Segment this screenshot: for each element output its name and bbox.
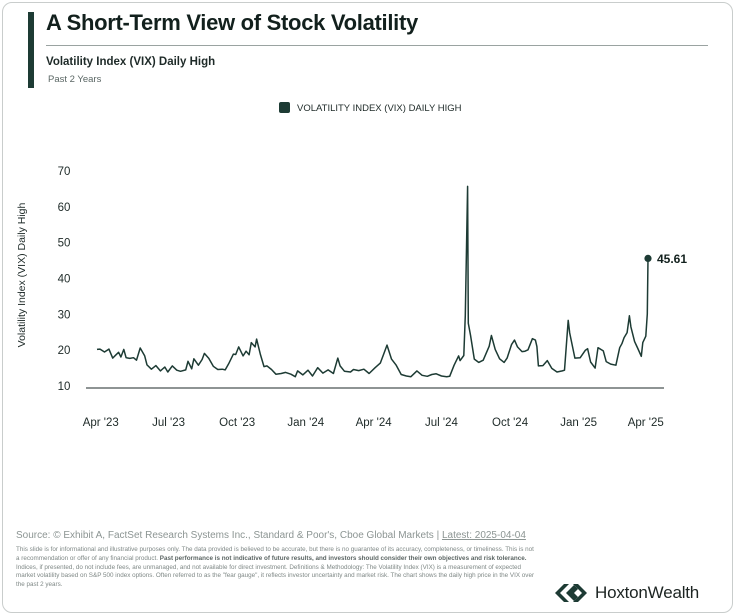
y-axis-label: Volatility Index (VIX) Daily High: [16, 202, 28, 347]
x-tick-label: Jan '25: [560, 417, 597, 429]
disclaimer-part-1: This slide is for informational and illu…: [16, 546, 534, 562]
x-tick-label: Apr '24: [356, 417, 393, 429]
y-tick-label: 10: [58, 381, 71, 393]
y-tick-label: 20: [58, 345, 71, 357]
x-tick-label: Oct '23: [219, 417, 255, 429]
brand-logo: HoxtonWealth: [554, 582, 699, 604]
disclaimer-part-2: Indices, if presented, do not include fe…: [16, 563, 535, 589]
y-axis: Volatility Index (VIX) Daily High 10 20 30 4…: [16, 166, 70, 393]
disclaimer-bold: Past performance is not indicative of fu…: [159, 554, 527, 562]
legend-swatch: [279, 102, 290, 113]
hoxton-chevron-logo-icon: [555, 584, 587, 602]
chart-period: Past 2 Years: [48, 74, 102, 85]
legend: VOLATILITY INDEX (VIX) DAILY HIGH: [279, 102, 462, 114]
x-tick-label: Jul '23: [152, 417, 185, 429]
latest-value-point: [644, 254, 652, 262]
y-tick-label: 50: [58, 238, 71, 250]
source-line: Source: © Exhibit A, FactSet Research Sy…: [16, 530, 536, 541]
chart-subtitle: Volatility Index (VIX) Daily High: [46, 56, 216, 68]
x-tick-label: Apr '25: [628, 417, 664, 429]
legend-label: VOLATILITY INDEX (VIX) DAILY HIGH: [297, 103, 462, 114]
page-title: A Short-Term View of Stock Volatility: [46, 10, 418, 35]
y-tick-label: 40: [58, 274, 71, 286]
title-divider: [46, 45, 708, 46]
source-text: Source: © Exhibit A, FactSet Research Sy…: [16, 530, 442, 541]
x-tick-label: Apr '23: [83, 417, 119, 429]
accent-bar: [28, 12, 34, 88]
plot-area: 45.61: [96, 185, 687, 378]
vix-series-line: [96, 185, 649, 378]
y-tick-label: 70: [58, 166, 71, 178]
y-tick-label: 30: [58, 309, 71, 321]
x-tick-label: Jul '24: [425, 417, 458, 429]
x-tick-label: Oct '24: [492, 417, 529, 429]
x-tick-label: Jan '24: [287, 417, 324, 429]
brand-name: HoxtonWealth: [595, 583, 700, 602]
disclaimer: This slide is for informational and illu…: [16, 546, 536, 590]
latest-value-label: 45.61: [657, 252, 687, 266]
y-tick-label: 60: [58, 202, 71, 214]
latest-date-link[interactable]: Latest: 2025-04-04: [441, 530, 526, 541]
x-axis: Apr '23 Jul '23 Oct '23 Jan '24 Apr '24 Jul '…: [83, 387, 664, 429]
